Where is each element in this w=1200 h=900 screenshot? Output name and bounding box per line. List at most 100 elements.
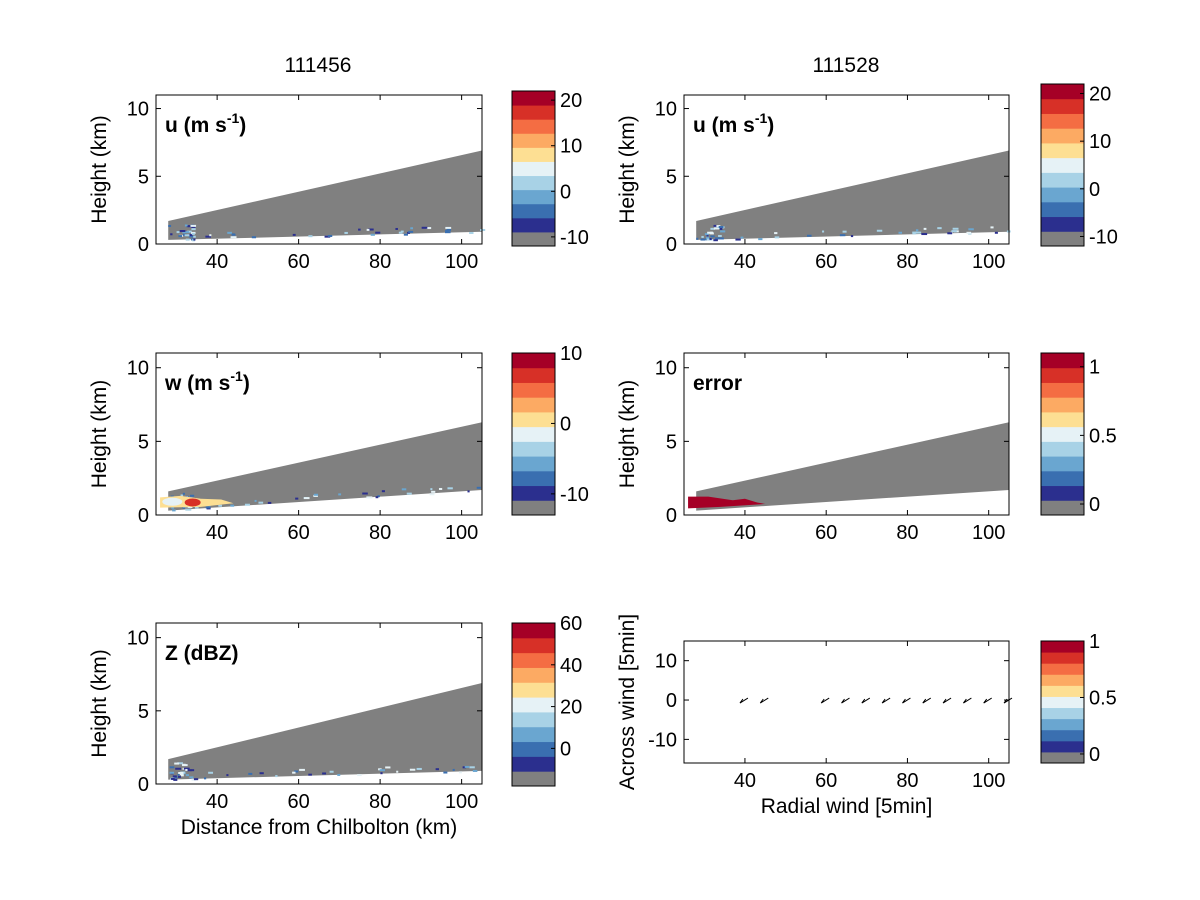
colorbar-tick-label: 10 (560, 343, 582, 365)
data-speckle (435, 768, 439, 771)
data-speckle (401, 488, 407, 491)
data-speckle (968, 228, 974, 231)
colorbar-band (512, 637, 555, 654)
colorbar-band (512, 667, 555, 683)
data-speckle (713, 224, 717, 227)
data-speckle (480, 228, 486, 231)
y-tick-label: 0 (138, 505, 149, 527)
panel-label-text: error (693, 372, 742, 395)
colorbar-band (512, 353, 555, 369)
data-speckle (191, 232, 195, 235)
data-speckle (990, 226, 994, 229)
colorbar-band (512, 470, 555, 487)
data-speckle (375, 231, 381, 234)
colorbar-band (1041, 729, 1084, 742)
axes-box (155, 622, 483, 785)
w-feature-light (162, 497, 183, 506)
data-speckle (191, 226, 196, 229)
y-tick-label: 0 (666, 690, 677, 712)
data-speckle (774, 236, 780, 239)
data-speckle (429, 493, 435, 496)
data-speckle (182, 506, 186, 509)
colorbar-tick-label: 20 (1089, 84, 1111, 106)
x-tick-label: 100 (445, 791, 478, 813)
colorbar-tick-label: 0 (560, 413, 571, 435)
data-speckle (182, 492, 185, 495)
data-speckle (467, 490, 470, 493)
data-speckle (713, 227, 720, 230)
data-speckle (338, 493, 342, 496)
panel-label-suffix: ) (243, 372, 250, 395)
colorbar-band (512, 367, 555, 383)
colorbar: -10 0 10 20 (1040, 83, 1118, 248)
data-speckle (171, 506, 175, 509)
data-speckle (701, 235, 704, 238)
colorbar-band (512, 105, 555, 120)
colorbar-band (512, 652, 555, 668)
wind-arrow (983, 697, 992, 704)
colorbar-tick-label: 60 (560, 613, 582, 635)
data-speckle (231, 233, 236, 236)
data-speckle (292, 233, 296, 236)
colorbar-tick-label: 0 (560, 738, 571, 760)
data-speckle (912, 232, 916, 235)
x-tick-label: 40 (734, 522, 756, 544)
wind-arrow (881, 697, 891, 704)
data-speckle (839, 234, 846, 237)
data-speckle (176, 231, 180, 234)
colorbar-band (1041, 382, 1084, 398)
axes-box (155, 352, 483, 516)
data-speckle (175, 767, 182, 770)
colorbar: 00.51 (1040, 631, 1117, 766)
colorbar-tick-label: 0 (1089, 744, 1100, 766)
panel-label: Z (dBZ) (165, 642, 238, 665)
colorbar-band (512, 119, 555, 134)
colorbar-band (512, 382, 555, 398)
colorbar-band (512, 231, 555, 247)
data-speckle (251, 236, 257, 239)
data-speckle (177, 762, 183, 765)
colorbar: 00.51 (1040, 352, 1117, 516)
data-speckle (180, 774, 184, 777)
data-speckle (822, 230, 825, 233)
colorbar-tick-label: -10 (1089, 226, 1118, 248)
data-speckle (370, 233, 375, 236)
data-speckle (180, 494, 184, 497)
panel-label: error (693, 372, 742, 395)
data-speckle (915, 231, 922, 234)
x-tick-label: 60 (288, 251, 310, 273)
colorbar-band (512, 426, 555, 442)
data-speckle (915, 229, 919, 232)
data-speckle (947, 232, 953, 235)
data-speckle (377, 495, 380, 498)
wind-arrow (902, 697, 911, 704)
y-tick-label: 10 (127, 99, 149, 121)
data-speckle (709, 232, 714, 235)
x-tick-label: 100 (972, 251, 1005, 273)
colorbar-band (1041, 751, 1084, 764)
data-speckle (719, 227, 723, 230)
colorbar-band (1041, 367, 1084, 383)
colorbar-band (512, 711, 555, 728)
data-speckle (187, 769, 192, 772)
scan-cone (168, 150, 482, 240)
colorbar: 0 20 40 60 (511, 613, 582, 787)
data-speckle (951, 230, 957, 233)
data-speckle (431, 490, 436, 493)
data-speckle (710, 227, 715, 230)
data-speckle (184, 231, 189, 234)
data-speckle (426, 227, 432, 230)
colorbar-tick-label: 0 (1089, 494, 1100, 516)
panel-label-superscript: -1 (755, 110, 768, 126)
data-speckle (189, 494, 195, 497)
colorbar-band (512, 623, 555, 639)
wind-arrow (841, 697, 850, 704)
data-speckle (189, 233, 193, 236)
wind-arrow (922, 697, 932, 704)
wind-arrow (759, 697, 769, 704)
data-speckle (375, 496, 379, 499)
data-speckle (806, 234, 812, 237)
